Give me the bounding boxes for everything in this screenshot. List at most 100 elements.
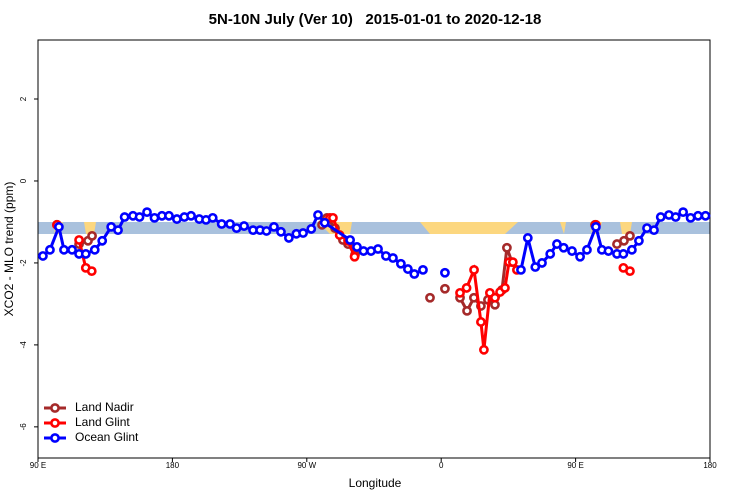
y-tick-label: -6 — [19, 423, 28, 431]
data-point — [80, 249, 91, 259]
x-tick-label: 90 E — [567, 461, 583, 470]
ocean-band — [38, 222, 710, 234]
data-point — [685, 212, 696, 223]
data-point — [261, 226, 272, 236]
data-point — [87, 230, 97, 241]
data-point — [54, 221, 64, 232]
data-point — [134, 212, 145, 222]
data-point — [507, 257, 518, 268]
data-point — [530, 262, 541, 272]
data-point — [425, 292, 435, 303]
legend-label: Ocean Glint — [75, 430, 139, 444]
data-point — [440, 267, 450, 278]
data-point — [418, 264, 428, 275]
data-point — [89, 244, 100, 255]
data-point — [352, 242, 362, 252]
data-point — [626, 244, 637, 255]
y-tick-label: -4 — [19, 341, 28, 349]
data-point — [388, 253, 398, 263]
chart-title: 5N-10N July (Ver 10) 2015-01-01 to 2020-… — [209, 11, 542, 28]
data-point — [86, 266, 97, 277]
data-point — [678, 207, 689, 218]
land-patch — [53, 222, 632, 234]
data-point — [522, 233, 533, 243]
data-point — [149, 212, 160, 223]
data-point — [516, 264, 526, 275]
data-point — [490, 292, 500, 303]
data-point — [306, 224, 317, 234]
plot-frame — [37, 39, 711, 459]
data-point — [395, 258, 406, 269]
data-point — [409, 269, 420, 279]
data-point — [349, 251, 360, 262]
data-point — [670, 212, 681, 222]
data-point — [462, 305, 472, 316]
data-point — [283, 233, 294, 243]
data-point — [476, 317, 486, 327]
data-point — [45, 244, 55, 255]
data-point — [67, 244, 77, 255]
x-tick-label: 90 E — [30, 461, 46, 470]
data-point — [558, 242, 569, 253]
x-tick-label: 0 — [439, 461, 444, 470]
data-point — [693, 210, 703, 221]
x-tick-label: 90 W — [297, 461, 316, 470]
data-point — [74, 235, 84, 245]
data-point — [567, 246, 577, 256]
data-point — [479, 344, 489, 355]
data-point — [502, 242, 512, 253]
legend-marker — [50, 433, 60, 443]
data-point — [591, 221, 601, 232]
series-line — [41, 210, 706, 276]
data-point — [328, 212, 338, 223]
y-tick-label: 0 — [19, 178, 28, 183]
data-point — [142, 207, 152, 218]
data-point — [625, 230, 635, 241]
data-point — [345, 235, 356, 245]
data-point — [649, 225, 659, 236]
y-tick-label: 2 — [19, 96, 28, 101]
map-strip — [38, 222, 710, 234]
x-axis-label: Longitude — [349, 476, 402, 490]
data-point — [358, 246, 369, 256]
data-point — [582, 244, 592, 255]
data-point — [575, 251, 585, 262]
data-point — [97, 235, 108, 246]
data-point — [625, 266, 635, 277]
data-point — [239, 221, 249, 231]
data-point — [231, 223, 242, 233]
data-point — [225, 219, 235, 229]
series — [38, 207, 711, 279]
series-line — [77, 216, 631, 350]
y-tick-label: -2 — [19, 259, 28, 267]
data-point — [119, 212, 130, 222]
legend-label: Land Nadir — [75, 400, 134, 414]
data-point — [216, 219, 227, 229]
data-point — [469, 264, 479, 275]
data-point — [440, 283, 450, 294]
data-point — [545, 249, 556, 259]
data-point — [313, 210, 323, 220]
data-point — [38, 251, 48, 261]
data-point — [634, 235, 644, 246]
data-point — [186, 210, 196, 221]
data-point — [461, 283, 472, 293]
data-point — [537, 258, 547, 268]
data-point — [164, 210, 174, 221]
y-axis-label: XCO2 - MLO trend (ppm) — [2, 182, 16, 317]
series — [52, 212, 635, 355]
x-tick-label: 180 — [703, 461, 717, 470]
data-point — [700, 210, 711, 221]
data-point — [402, 264, 413, 274]
data-point — [319, 217, 330, 228]
data-point — [298, 228, 308, 238]
legend-marker — [50, 418, 60, 428]
data-point — [455, 287, 465, 298]
data-point — [276, 226, 286, 237]
x-tick-label: 180 — [166, 461, 180, 470]
data-point — [500, 283, 510, 293]
data-point — [373, 244, 383, 254]
data-point — [113, 225, 123, 236]
